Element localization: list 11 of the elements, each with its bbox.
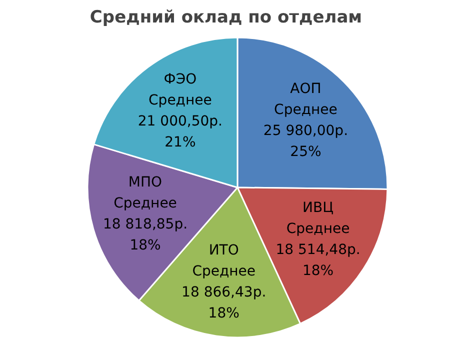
data-label: Среднее 25 980,00р. 25%	[263, 102, 348, 160]
slice-label: ИВЦ	[302, 200, 334, 216]
data-label: Среднее 21 000,50р. 21%	[138, 92, 222, 150]
data-label: Среднее 18 818,85р. 18%	[102, 195, 188, 254]
slice-label: МПО	[128, 174, 162, 190]
slice-label: ФЭО	[164, 71, 197, 88]
chart-title: Средний оклад по отделам	[90, 8, 362, 28]
slice-label: АОП	[290, 80, 322, 97]
data-label: Среднее 18 866,43р. 18%	[182, 263, 266, 322]
slice-label: ИТО	[208, 242, 239, 258]
data-label: Среднее 18 514,48р. 18%	[276, 220, 360, 279]
